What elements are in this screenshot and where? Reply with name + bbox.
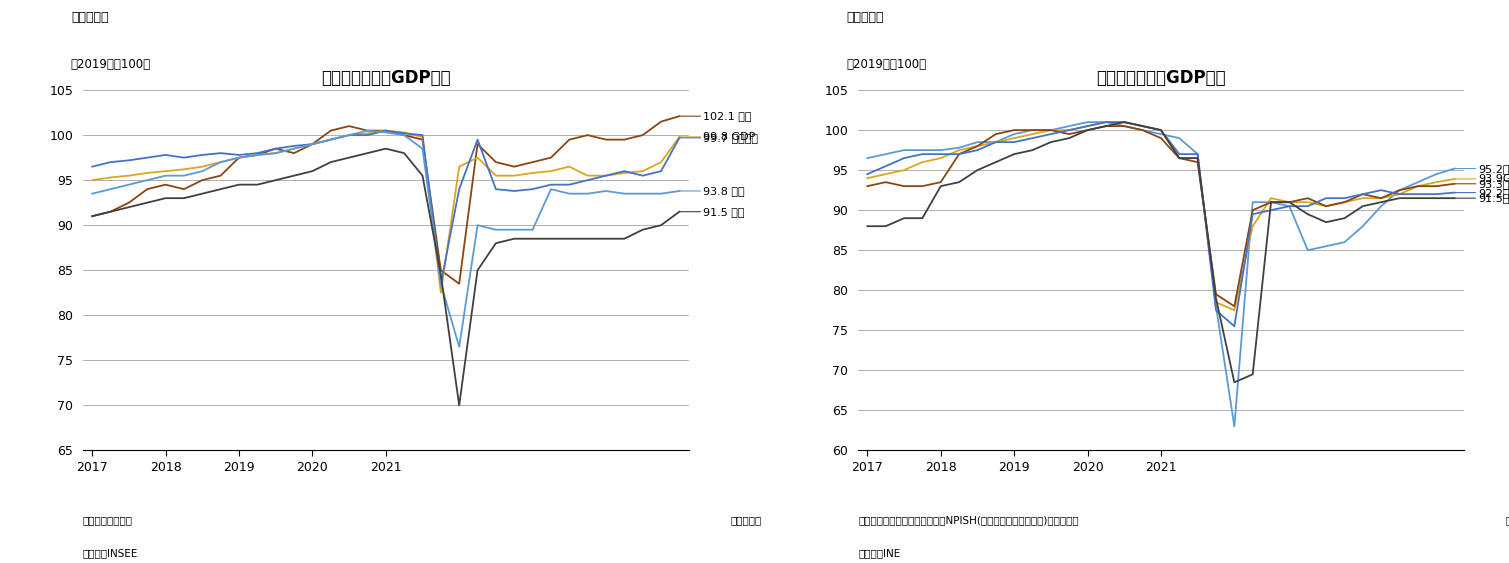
Text: 95.2輸入: 95.2輸入 [1455, 163, 1509, 173]
Text: （図表６）: （図表６） [847, 11, 884, 24]
Text: （2019年＝100）: （2019年＝100） [847, 57, 927, 70]
Text: （資料）INSEE: （資料）INSEE [83, 548, 139, 558]
Text: 99.7 個人消費: 99.7 個人消費 [679, 133, 758, 143]
Text: （2019年＝100）: （2019年＝100） [71, 57, 151, 70]
Text: 92.2個人消費: 92.2個人消費 [1455, 187, 1509, 198]
Text: 99.8 GDP: 99.8 GDP [679, 132, 756, 142]
Text: 102.1 投資: 102.1 投資 [679, 111, 751, 121]
Text: （四半期）: （四半期） [1504, 515, 1509, 525]
Title: スペインの実質GDP水準: スペインの実質GDP水準 [1096, 69, 1225, 87]
Text: （注）季節調整値、個人消費にNPISH(対民間非営利サービス)は含まない: （注）季節調整値、個人消費にNPISH(対民間非営利サービス)は含まない [859, 515, 1079, 525]
Text: 93.3投資: 93.3投資 [1455, 179, 1509, 189]
Text: 93.8 輸入: 93.8 輸入 [679, 186, 745, 196]
Text: （図表５）: （図表５） [71, 11, 109, 24]
Text: 93.9GDP: 93.9GDP [1455, 174, 1509, 184]
Title: フランスの実質GDP水準: フランスの実質GDP水準 [321, 69, 451, 87]
Text: （注）季節調整値: （注）季節調整値 [83, 515, 133, 525]
Text: 91.5 輸出: 91.5 輸出 [679, 207, 745, 217]
Text: （資料）INE: （資料）INE [859, 548, 901, 558]
Text: （四半期）: （四半期） [730, 515, 761, 525]
Text: 91.5輸出: 91.5輸出 [1455, 193, 1509, 203]
